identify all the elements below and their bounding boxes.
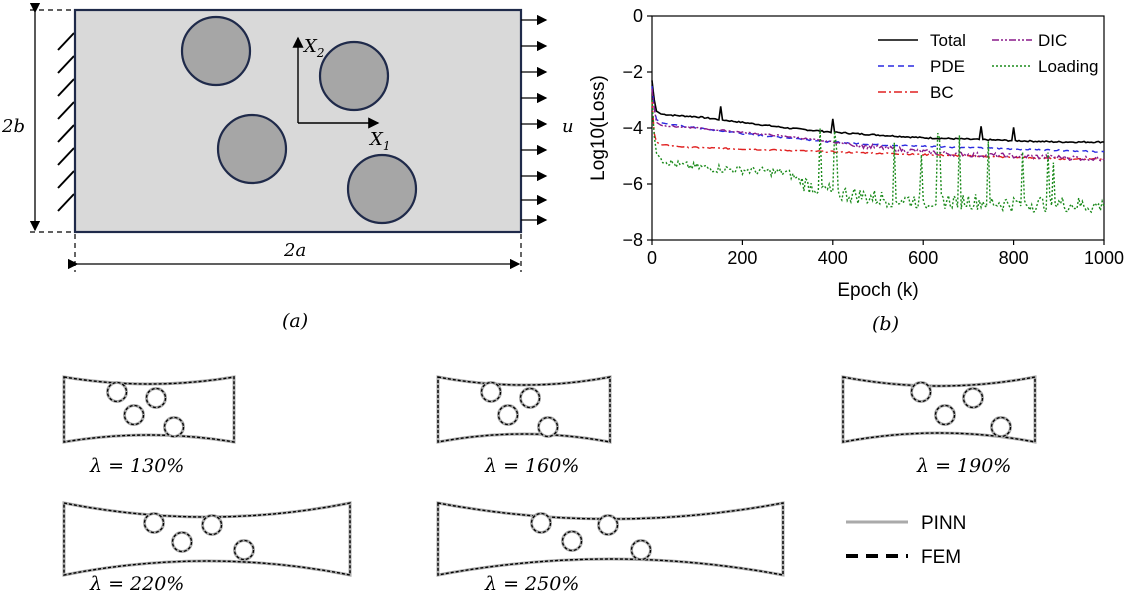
legend-label: PDE bbox=[930, 57, 965, 76]
inclusion-circle-fem bbox=[597, 514, 619, 536]
panel-a: 2b X2 X1 bbox=[1, 2, 574, 332]
deformed-shape: λ = 250% bbox=[436, 501, 785, 595]
y-axis-label: Log10(Loss) bbox=[588, 75, 609, 181]
inclusion-circle bbox=[346, 153, 418, 225]
x-axis-label: Epoch (k) bbox=[837, 280, 918, 301]
series-line-bc bbox=[651, 99, 1105, 161]
chart-legend: Total PDE BC DIC Loading bbox=[878, 31, 1099, 102]
plot-frame bbox=[651, 15, 1105, 241]
legend-label: Loading bbox=[1038, 57, 1099, 76]
panel-b-chart: 0 200 400 600 800 1000 0 −2 −4 −6 −8 Log10(Loss) E… bbox=[588, 6, 1124, 335]
inclusion-circle-fem bbox=[497, 404, 519, 426]
fem-outline bbox=[437, 502, 784, 576]
shape-legend: PINN FEM bbox=[846, 513, 966, 568]
inclusion-circle-fem bbox=[561, 530, 583, 552]
x-tick-label: 800 bbox=[999, 248, 1029, 268]
y-tick-label: −6 bbox=[622, 174, 643, 194]
fem-outline bbox=[842, 376, 1036, 443]
fem-outline bbox=[437, 376, 611, 443]
legend-label: PINN bbox=[921, 513, 966, 534]
label-x1: X1 bbox=[368, 129, 390, 153]
inclusion-circle bbox=[318, 40, 390, 112]
label-u: u bbox=[562, 116, 574, 137]
series-line-loading bbox=[651, 99, 1105, 215]
x-tick-label: 400 bbox=[818, 248, 848, 268]
series-line-total bbox=[651, 80, 1105, 144]
stretch-label: λ = 130% bbox=[89, 455, 184, 477]
caption-b: (b) bbox=[872, 313, 899, 335]
legend-label: FEM bbox=[921, 547, 961, 568]
x-tick-label: 1000 bbox=[1084, 248, 1124, 268]
fem-outline bbox=[63, 376, 235, 443]
inclusion-circle-fem bbox=[201, 514, 223, 536]
caption-a: (a) bbox=[282, 310, 308, 332]
y-tick-label: 0 bbox=[633, 6, 643, 26]
inclusion-circle bbox=[216, 113, 288, 185]
inclusion-circle-fem bbox=[519, 387, 541, 409]
deformed-shape: λ = 190% bbox=[841, 375, 1037, 477]
inclusion-circle bbox=[180, 15, 252, 87]
inclusion-circle-fem bbox=[143, 512, 165, 534]
loading-arrows bbox=[521, 14, 548, 226]
stretch-label: λ = 190% bbox=[916, 455, 1011, 477]
pinn-outline bbox=[62, 501, 352, 577]
stretch-label: λ = 250% bbox=[484, 573, 579, 595]
inclusion-circle-fem bbox=[530, 512, 552, 534]
inclusion-circle-fem bbox=[537, 416, 559, 438]
pinn-outline bbox=[436, 501, 785, 577]
inclusion-circle-fem bbox=[171, 531, 193, 553]
x-tick-label: 600 bbox=[908, 248, 938, 268]
fixed-support-hatching bbox=[57, 32, 75, 212]
y-tick-label: −8 bbox=[622, 230, 643, 250]
y-tick-label: −2 bbox=[622, 62, 643, 82]
series-line-dic bbox=[651, 88, 1105, 162]
inclusion-circle-fem bbox=[480, 381, 502, 403]
inclusion-circle-fem bbox=[106, 381, 128, 403]
inclusion-circle-fem bbox=[233, 539, 255, 561]
stretch-label: λ = 220% bbox=[89, 573, 184, 595]
inclusion-circle-fem bbox=[145, 387, 167, 409]
fem-outline bbox=[63, 502, 351, 576]
label-2b: 2b bbox=[1, 116, 25, 137]
series-line-pde bbox=[651, 85, 1105, 153]
inclusion-circle-fem bbox=[910, 381, 932, 403]
legend-label: BC bbox=[930, 83, 954, 102]
stretch-label: λ = 160% bbox=[484, 455, 579, 477]
legend-label: DIC bbox=[1038, 31, 1067, 50]
deformed-shape: λ = 160% bbox=[436, 375, 612, 477]
inclusion-circle-fem bbox=[163, 416, 185, 438]
deformed-shape: λ = 220% bbox=[62, 501, 352, 595]
deformed-shape: λ = 130% bbox=[62, 375, 236, 477]
inclusion-circle-fem bbox=[962, 387, 984, 409]
label-2a: 2a bbox=[283, 240, 306, 261]
deformed-configurations: λ = 130% λ = 160% λ = 190% λ = 220% λ = 250%… bbox=[62, 375, 1037, 595]
x-tick-label: 200 bbox=[727, 248, 757, 268]
label-x2: X2 bbox=[302, 36, 324, 60]
pinn-outline bbox=[436, 375, 612, 444]
inclusion-circle-fem bbox=[990, 416, 1012, 438]
inclusion-circle-fem bbox=[630, 539, 652, 561]
inclusion-circle-fem bbox=[934, 404, 956, 426]
inclusion-circle-fem bbox=[123, 404, 145, 426]
y-tick-label: −4 bbox=[622, 118, 643, 138]
pinn-outline bbox=[62, 375, 236, 444]
legend-label: Total bbox=[930, 31, 966, 50]
x-tick-label: 0 bbox=[647, 248, 657, 268]
